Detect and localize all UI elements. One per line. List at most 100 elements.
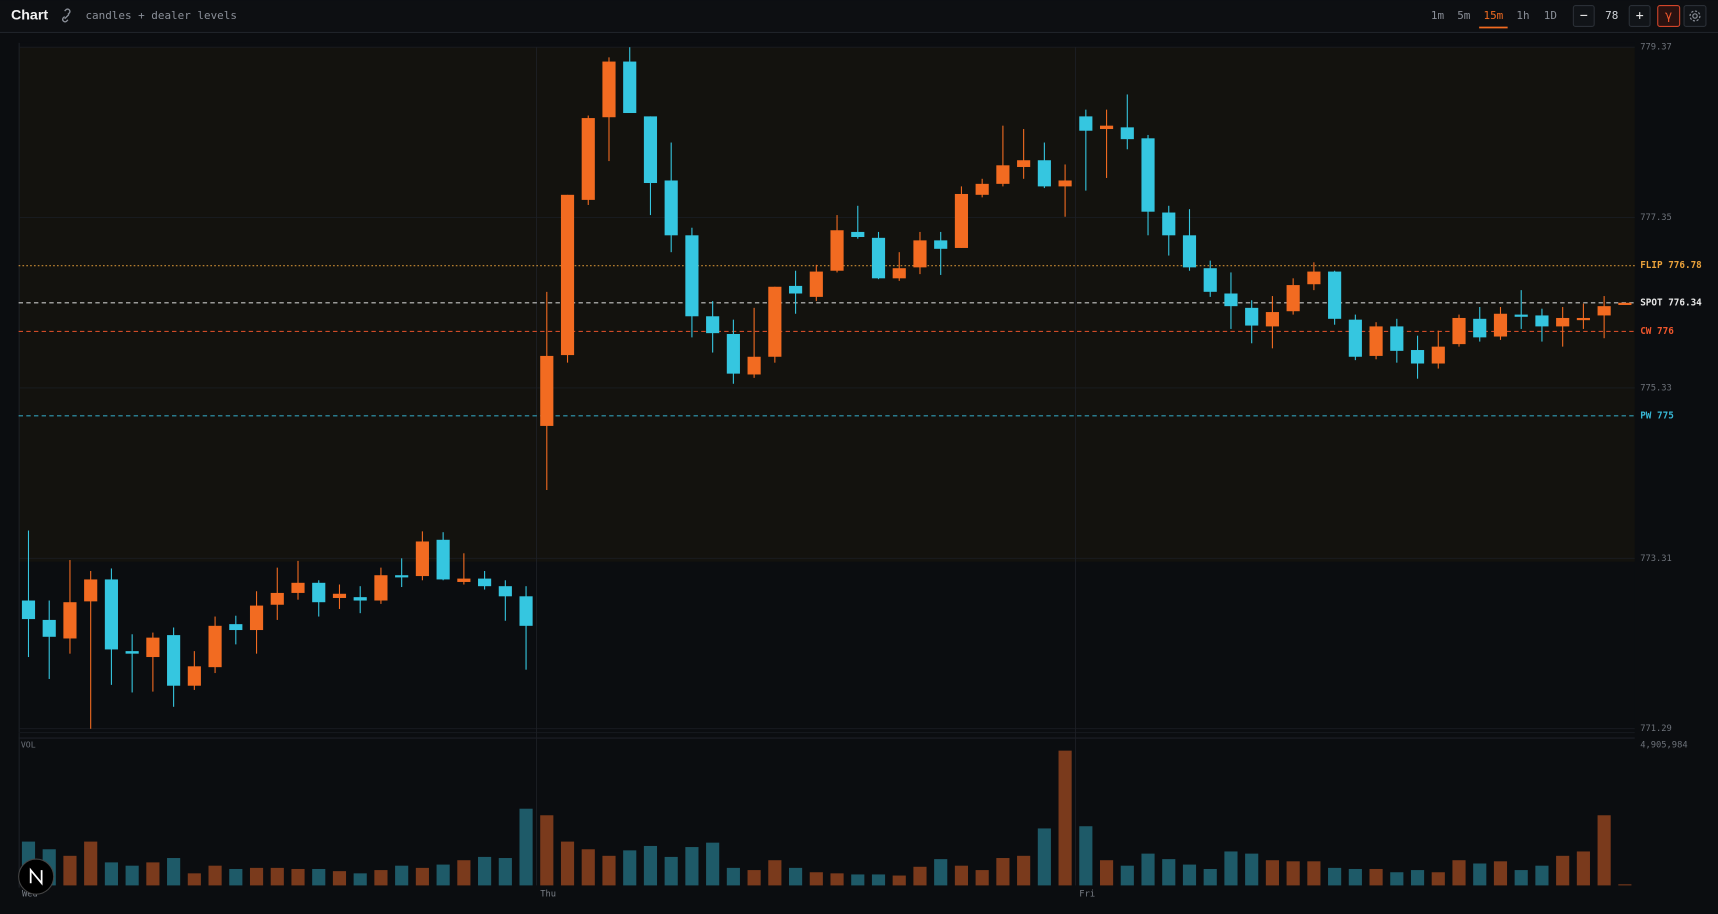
volume-bar [63,855,77,886]
settings-icon [1689,10,1701,22]
timeframe-button[interactable]: 15m [1484,9,1504,22]
link-icon[interactable] [62,8,71,23]
candle-body [540,355,554,426]
volume-bar [664,856,678,886]
volume-bar [1203,868,1217,886]
candle-body [436,539,450,580]
candle-body [395,575,409,578]
candle-body [1618,302,1632,305]
candle-body [1473,318,1487,338]
candle-body [934,240,948,249]
candle-body [706,316,720,334]
volume-bar [1079,826,1093,886]
volume-bar [208,865,222,886]
volume-bar [353,873,367,886]
candle-body [851,231,865,237]
volume-bar [1348,868,1362,886]
volume-bar [643,845,658,886]
timeframe-button[interactable]: 1h [1516,9,1529,22]
candle-body [1037,160,1051,187]
volume-bar [332,871,347,886]
candle-body [104,579,118,650]
volume-bar [84,841,98,886]
chart: 779.37 777.35 775.33 773.31 771.29 Wed Thu Fri F… [18,43,1702,900]
volume-bar [1037,828,1051,886]
zoom-in-button[interactable] [1628,5,1651,27]
candle-body [1224,293,1238,307]
volume-bar [478,856,492,886]
candle-body [353,597,367,601]
volume-bar [1576,851,1590,886]
volume-bar [374,870,388,886]
zoom-in-label: + [1636,8,1644,23]
volume-bar [1307,861,1321,886]
candle-body [374,575,388,601]
volume-bar [1224,851,1238,886]
volume-bar [1473,863,1487,886]
candle-body [457,578,471,582]
volume-bar [1618,884,1632,886]
candle-count: 78 [1605,9,1618,22]
volume-bar [706,842,720,886]
settings-button[interactable] [1683,5,1707,27]
volume-bar [996,858,1010,886]
candle-body [187,666,201,686]
volume-bar [395,865,409,886]
volume-bar [146,862,160,886]
x-tick-label: Thu [540,890,556,900]
timeframe-button[interactable]: 1m [1431,9,1445,22]
candle-body [1099,125,1114,130]
timeframe-button[interactable]: 1D [1544,9,1557,22]
candle-body [1410,350,1425,364]
candle-body [519,596,533,626]
candle-body [602,61,616,118]
volume-bar [975,870,989,886]
gamma-button[interactable] [1657,5,1681,27]
volume-bar [1390,872,1404,886]
volume-bar [954,865,969,886]
candle-body [1576,317,1590,321]
volume-bar [1162,859,1176,886]
candle-body [1348,319,1362,357]
candle-body [42,619,56,637]
y-tick-label: 777.35 [1640,213,1672,223]
volume-bar [1099,860,1114,886]
x-tick-label: Fri [1079,890,1095,900]
zoom-out-label: − [1580,8,1588,23]
level-label: CW 776 [1640,326,1674,337]
dealer-zone [18,47,1635,562]
volume-bar [1141,853,1155,886]
candle-body [1556,317,1570,327]
candle-body [1079,116,1093,131]
volume-bar [436,864,450,886]
volume-bar [1431,872,1445,886]
volume-bar [125,865,139,886]
volume-bar [809,872,823,886]
dev-badge[interactable] [18,858,55,895]
volume-bar [1286,861,1300,886]
candle-body [125,651,139,654]
gamma-label: γ [1665,8,1672,22]
volume-bar [312,868,326,886]
candle-body [892,268,906,279]
volume-bar [1410,870,1425,886]
candle-body [312,582,326,603]
candle-body [1120,127,1134,140]
candle-body [84,579,98,602]
candle-body [1431,346,1445,364]
zoom-out-button[interactable] [1572,5,1595,27]
candle-body [1245,307,1259,326]
candle-body [249,605,264,631]
candle-body [1141,138,1155,212]
volume-bar [540,815,554,886]
volume-bar [726,867,740,886]
candle-body [1203,268,1217,292]
volume-bar [1245,853,1259,886]
candle-body [1535,315,1549,327]
candle-body [954,193,969,248]
candle-body [1017,160,1031,167]
timeframe-button[interactable]: 5m [1457,9,1471,22]
candle-body [208,625,222,668]
